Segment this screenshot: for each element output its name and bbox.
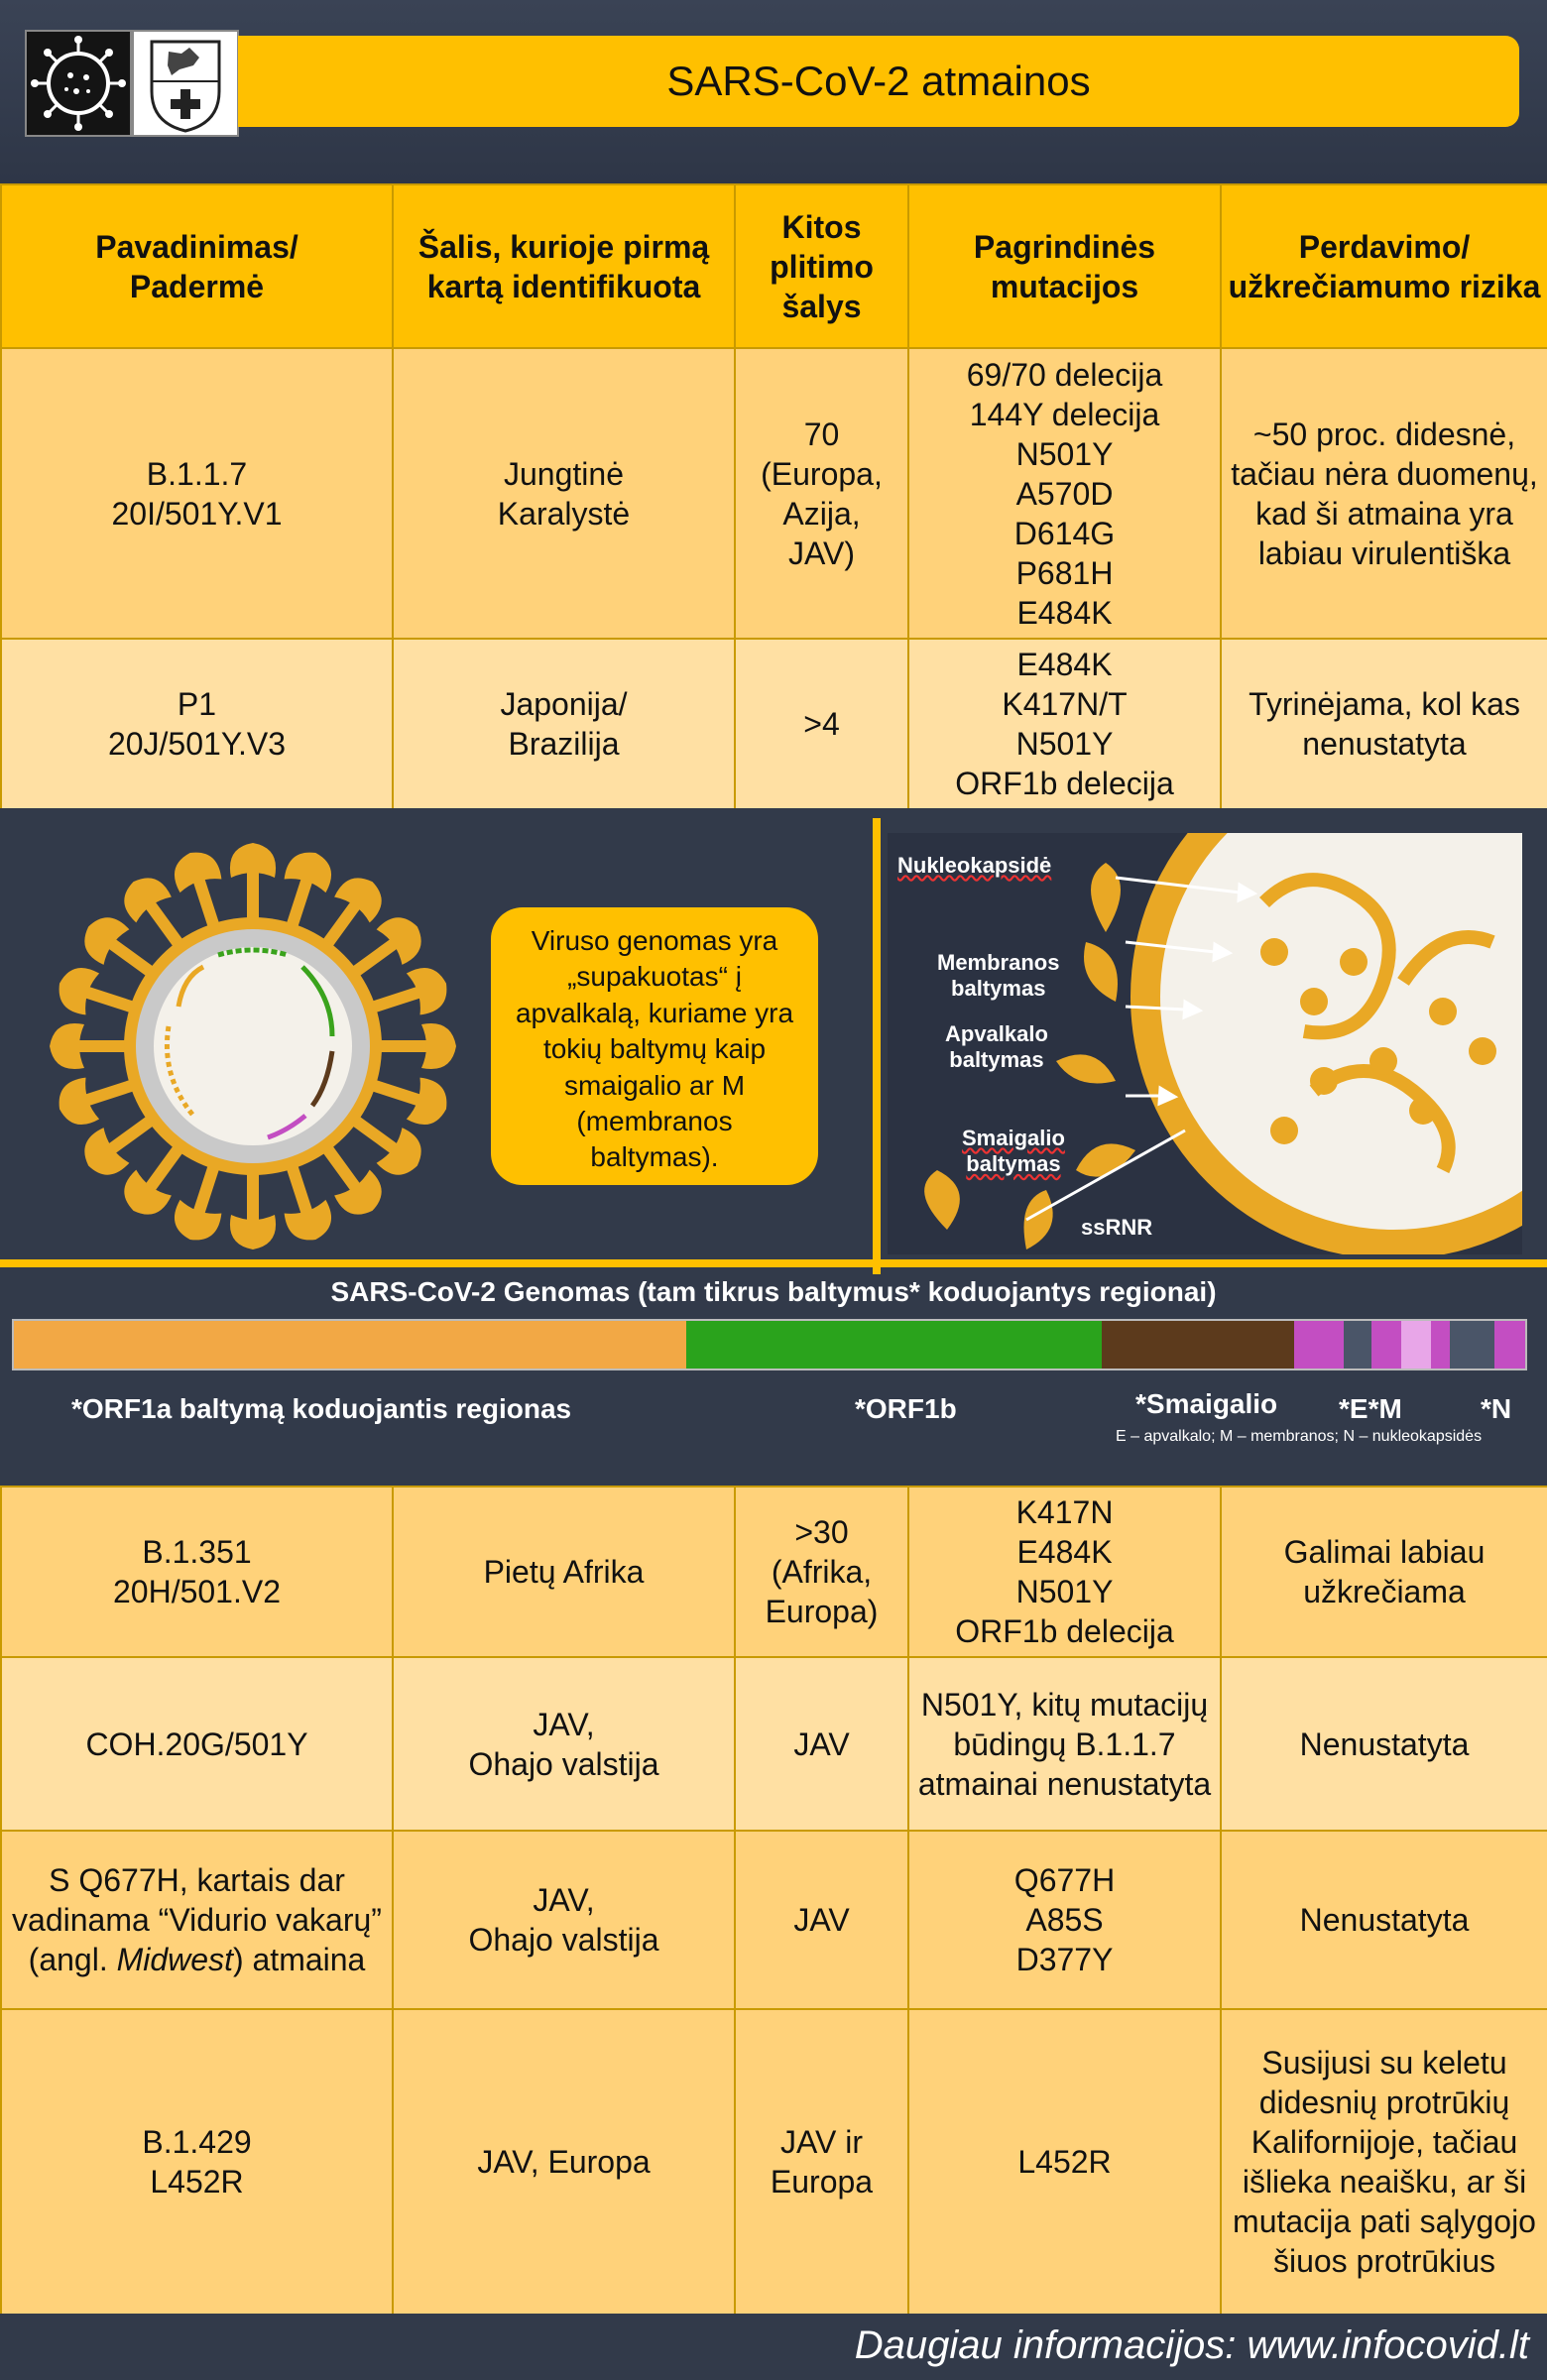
cell-spread: JAV	[734, 1830, 909, 2010]
cell-mutations: N501Y, kitų mutacijų būdingų B.1.1.7 atm…	[907, 1656, 1222, 1832]
genome-label-orf1b: *ORF1b	[855, 1393, 957, 1424]
table-header-row: Pavadinimas/ Padermė Šalis, kurioje pirm…	[0, 183, 1547, 349]
virus-logo	[25, 30, 132, 137]
genome-segment	[686, 1321, 1103, 1368]
genome-segment	[1494, 1321, 1525, 1368]
table-row: P1 20J/501Y.V3 Japonija/ Brazilija >4 E4…	[0, 638, 1547, 810]
cell-name: B.1.351 20H/501.V2	[0, 1486, 394, 1658]
cell-spread: 70 (Europa, Azija, JAV)	[734, 347, 909, 640]
vertical-divider	[873, 818, 881, 1274]
cell-name: COH.20G/501Y	[0, 1656, 394, 1832]
cell-risk: Nenustatyta	[1220, 1830, 1547, 2010]
cell-country: Jungtinė Karalystė	[392, 347, 736, 640]
cell-risk: Galimai labiau užkrečiama	[1220, 1486, 1547, 1658]
cell-mutations: K417N E484K N501Y ORF1b delecija	[907, 1486, 1222, 1658]
label-spike: Smaigalio baltymas	[962, 1126, 1065, 1177]
cell-name: P1 20J/501Y.V3	[0, 638, 394, 810]
cell-mutations: Q677H A85S D377Y	[907, 1830, 1222, 2010]
virus-illustration-section: Viruso genomas yra „supakuotas“ į apvalk…	[0, 808, 1547, 1486]
cell-country: JAV, Ohajo valstija	[392, 1830, 736, 2010]
label-nucleocapsid: Nukleokapsidė	[897, 853, 1052, 878]
cell-name-em: Midwest	[116, 1942, 233, 1977]
cell-country: Japonija/ Brazilija	[392, 638, 736, 810]
label-envelope: Apvalkalo baltymas	[945, 1021, 1048, 1073]
cell-mutations: E484K K417N/T N501Y ORF1b delecija	[907, 638, 1222, 810]
cell-risk: Nenustatyta	[1220, 1656, 1547, 1832]
col-header-country: Šalis, kurioje pirmą kartą identifikuota	[392, 183, 736, 349]
genome-segment	[1449, 1321, 1495, 1368]
cell-name: B.1.429 L452R	[0, 2008, 394, 2316]
genome-segment	[1293, 1321, 1345, 1368]
label-membrane: Membranos baltymas	[937, 950, 1060, 1002]
page-title: SARS-CoV-2 atmainos	[238, 36, 1519, 127]
genome-segment	[1400, 1321, 1432, 1368]
genome-label-n: *N	[1481, 1393, 1512, 1424]
cell-mutations: L452R	[907, 2008, 1222, 2316]
coat-of-arms-logo	[132, 30, 239, 137]
cell-name-text-end: ) atmaina	[232, 1942, 366, 1977]
genome-segment	[1344, 1321, 1371, 1368]
virus-cross-section-image	[50, 843, 456, 1250]
col-header-mutations: Pagrindinės mutacijos	[907, 183, 1222, 349]
cell-spread: >4	[734, 638, 909, 810]
cell-spread: JAV	[734, 1656, 909, 1832]
genome-label-spike: *Smaigalio	[1135, 1388, 1278, 1419]
cell-country: JAV, Ohajo valstija	[392, 1656, 736, 1832]
cell-country: Pietų Afrika	[392, 1486, 736, 1658]
genome-segment	[1102, 1321, 1294, 1368]
virus-structure-image	[924, 833, 1522, 1254]
genome-note: E – apvalkalo; M – membranos; N – nukleo…	[1116, 1428, 1483, 1445]
cell-spread: >30 (Afrika, Europa)	[734, 1486, 909, 1658]
horizontal-divider	[0, 1259, 1547, 1267]
label-ssrna: ssRNR	[1081, 1215, 1153, 1240]
table-row: B.1.351 20H/501.V2 Pietų Afrika >30 (Afr…	[0, 1486, 1547, 1658]
footer: Daugiau informacijos: www.infocovid.lt	[0, 2314, 1547, 2380]
table-row: B.1.429 L452R JAV, Europa JAV ir Europa …	[0, 2008, 1547, 2316]
table-row: COH.20G/501Y JAV, Ohajo valstija JAV N50…	[0, 1656, 1547, 1832]
genome-label-orf1a: *ORF1a baltymą koduojantis regionas	[71, 1393, 572, 1424]
footer-link-text[interactable]: Daugiau informacijos: www.infocovid.lt	[854, 2323, 1529, 2367]
genome-label-em: *E*M	[1339, 1393, 1402, 1424]
cell-country: JAV, Europa	[392, 2008, 736, 2316]
virus-structure-diagram: Nukleokapsidė Membranos baltymas Apvalka…	[888, 833, 1522, 1254]
cell-name: B.1.1.7 20I/501Y.V1	[0, 347, 394, 640]
col-header-name: Pavadinimas/ Padermė	[0, 183, 394, 349]
cell-name-text: S Q677H, kartais dar vadinama “Vidurio v…	[12, 1862, 382, 1977]
cell-spread: JAV ir Europa	[734, 2008, 909, 2316]
genome-info-bubble: Viruso genomas yra „supakuotas“ į apvalk…	[491, 907, 818, 1185]
cell-risk: Susijusi su keletu didesnių protrūkių Ka…	[1220, 2008, 1547, 2316]
table-row: B.1.1.7 20I/501Y.V1 Jungtinė Karalystė 7…	[0, 347, 1547, 640]
cell-mutations: 69/70 delecija 144Y delecija N501Y A570D…	[907, 347, 1222, 640]
genome-segment	[1431, 1321, 1450, 1368]
col-header-spread: Kitos plitimo šalys	[734, 183, 909, 349]
col-header-risk: Perdavimo/ užkrečiamumo rizika	[1220, 183, 1547, 349]
header: SARS-CoV-2 atmainos	[0, 0, 1547, 183]
genome-segment	[14, 1321, 687, 1368]
genome-title: SARS-CoV-2 Genomas (tam tikrus baltymus*…	[330, 1276, 1217, 1307]
variants-table-top: Pavadinimas/ Padermė Šalis, kurioje pirm…	[0, 183, 1547, 810]
genome-bar	[12, 1319, 1527, 1370]
cell-risk: ~50 proc. didesnė, tačiau nėra duomenų, …	[1220, 347, 1547, 640]
cell-name: S Q677H, kartais dar vadinama “Vidurio v…	[0, 1830, 394, 2010]
variants-table-bottom: B.1.351 20H/501.V2 Pietų Afrika >30 (Afr…	[0, 1486, 1547, 2316]
genome-segment	[1370, 1321, 1401, 1368]
cell-risk: Tyrinėjama, kol kas nenustatyta	[1220, 638, 1547, 810]
table-row: S Q677H, kartais dar vadinama “Vidurio v…	[0, 1830, 1547, 2010]
